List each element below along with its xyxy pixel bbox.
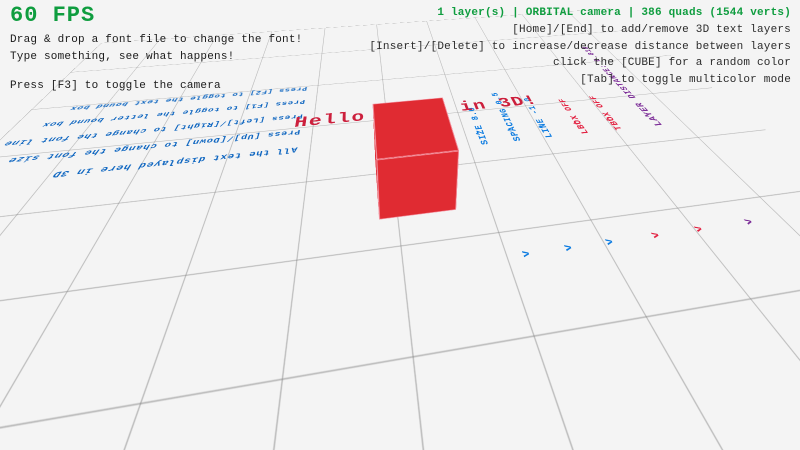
scene-status-line: 1 layer(s) | ORBITAL camera | 386 quads … (437, 7, 791, 19)
hud-hint-camera: Press [F3] to toggle the camera (10, 80, 221, 93)
random-color-cube[interactable] (372, 97, 460, 220)
hud-left-panel: 60 FPS Drag & drop a font file to change… (10, 4, 302, 95)
hud-hint-cube-color: click the [CUBE] for a random color (552, 57, 791, 70)
hud-hint-type: Type something, see what happens! (10, 50, 235, 63)
hud-right-panel: 1 layer(s) | ORBITAL camera | 386 quads … (369, 5, 791, 88)
fps-counter: 60 FPS (10, 3, 96, 28)
hud-hint-layers: [Home]/[End] to add/remove 3D text layer… (512, 24, 791, 37)
cube-face-back (376, 150, 460, 220)
hud-hint-multicolor: [Tab] to toggle multicolor mode (580, 73, 791, 86)
hud-hint-layer-distance: [Insert]/[Delete] to increase/decrease d… (369, 40, 791, 53)
hud-hint-drag-drop: Drag & drop a font file to change the fo… (10, 34, 303, 47)
hud-spacer (10, 65, 302, 78)
